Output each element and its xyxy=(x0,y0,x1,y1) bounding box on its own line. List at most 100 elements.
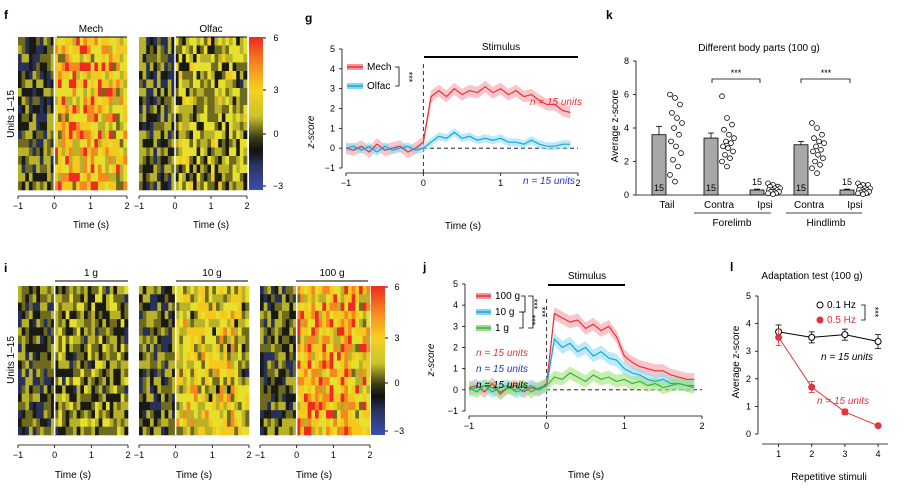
heatmap-cell xyxy=(348,294,352,303)
heatmap-cell xyxy=(149,139,154,148)
heatmap-cell xyxy=(175,294,180,303)
heatmap-cell xyxy=(39,122,44,131)
heatmap-cell xyxy=(329,393,334,403)
heatmap-cell xyxy=(355,343,360,353)
heatmap-cell xyxy=(109,310,114,320)
heatmap-cell xyxy=(241,352,246,361)
heatmap-cell xyxy=(171,79,176,89)
heatmap-cell xyxy=(245,377,250,386)
heatmap-cell xyxy=(51,368,55,378)
heatmap-cell xyxy=(171,37,176,46)
heatmap-cell xyxy=(366,352,371,361)
heatmap-cell xyxy=(50,37,55,46)
heatmap-cell xyxy=(223,294,228,303)
heatmap-cell xyxy=(149,88,154,97)
heatmap-cell xyxy=(225,139,230,148)
heatmap-cell xyxy=(83,37,88,46)
heatmap-cell xyxy=(194,327,198,336)
heatmap-cell xyxy=(90,71,95,80)
heatmap-cell xyxy=(366,302,371,312)
heatmap-cell xyxy=(139,310,143,320)
heatmap-cell xyxy=(102,319,107,328)
heatmap-cell xyxy=(21,139,26,148)
heatmap-cell xyxy=(232,181,237,191)
heatmap-cell xyxy=(183,327,187,336)
heatmap-cell xyxy=(205,294,209,303)
heatmap-cell xyxy=(175,37,179,46)
heatmap-cell xyxy=(189,62,194,72)
heatmap-cell xyxy=(189,139,194,148)
heatmap-cell xyxy=(153,113,158,123)
heatmap-cell xyxy=(208,302,213,312)
heatmap-cell xyxy=(355,352,360,361)
heatmap-cell xyxy=(326,426,330,436)
heatmap-cell xyxy=(157,79,161,89)
heatmap-cell xyxy=(318,385,323,394)
heatmap-cell xyxy=(274,343,279,353)
heatmap-cell xyxy=(337,335,341,345)
heatmap-cell xyxy=(307,352,312,361)
heatmap-cell xyxy=(193,88,197,97)
heatmap-cell xyxy=(65,352,70,361)
heatmap-cell xyxy=(164,360,169,370)
colorbar-f xyxy=(249,37,263,190)
heatmap-cell xyxy=(161,286,165,295)
heatmap-cell xyxy=(322,401,327,411)
heatmap-cell xyxy=(333,310,338,320)
heatmap-cell xyxy=(153,393,158,403)
heatmap-cell xyxy=(106,368,110,378)
heatmap-cell xyxy=(124,377,129,386)
heatmap-cell xyxy=(25,310,30,320)
heatmap-cell xyxy=(90,96,95,106)
heatmap-cell xyxy=(185,156,190,165)
heatmap-cell xyxy=(123,88,128,97)
heatmap-cell xyxy=(300,319,305,328)
heatmap-cell xyxy=(87,385,92,394)
heatmap-cell xyxy=(223,368,228,378)
heatmap-cell xyxy=(362,302,367,312)
heatmap-cell xyxy=(223,319,228,328)
heatmap-cell xyxy=(189,79,194,89)
heatmap-cell xyxy=(80,310,85,320)
heatmap-cell xyxy=(28,147,33,157)
heatmap-cell xyxy=(161,385,165,394)
heatmap-cell xyxy=(164,139,169,148)
heatmap-cell xyxy=(234,368,239,378)
heatmap-cell xyxy=(83,88,88,97)
heatmap-cell xyxy=(47,360,52,370)
heatmap-cell xyxy=(76,71,81,80)
heatmap-cell xyxy=(101,113,106,123)
heatmap-cell xyxy=(36,393,41,403)
heatmap-cell xyxy=(117,418,121,428)
heatmap-cell xyxy=(79,45,84,55)
heatmap-cell xyxy=(168,352,173,361)
heatmap-cell xyxy=(179,319,184,328)
heatmap-cell xyxy=(76,368,81,378)
heatmap-cell xyxy=(72,113,77,123)
heatmap-cell xyxy=(190,385,195,394)
heatmap-cell xyxy=(106,401,110,411)
heatmap-cell xyxy=(108,156,113,165)
heatmap-cell xyxy=(225,62,230,72)
heatmap-cell xyxy=(105,79,110,89)
heatmap-cell xyxy=(28,54,33,63)
heatmap-cell xyxy=(208,418,213,428)
heatmap-cell xyxy=(194,401,198,411)
heatmap-cell xyxy=(296,418,301,428)
panel-letter-f: f xyxy=(4,8,9,22)
heatmap-cell xyxy=(260,352,264,361)
heatmap-cell xyxy=(61,96,66,106)
heatmap-cell xyxy=(207,96,212,106)
heatmap-cell xyxy=(87,426,92,436)
heatmap-cell xyxy=(43,401,48,411)
heatmap-cell xyxy=(229,164,233,174)
heatmap-cell xyxy=(282,401,286,411)
heatmap-cell xyxy=(87,139,91,148)
heatmap-cell xyxy=(340,385,345,394)
heatmap-cell xyxy=(219,319,224,328)
y-tick-label: 2 xyxy=(453,343,458,353)
data-point xyxy=(721,126,727,133)
sig-k-2: *** xyxy=(821,68,832,78)
series-line-1g xyxy=(468,372,695,393)
heatmap-cell xyxy=(214,105,219,114)
